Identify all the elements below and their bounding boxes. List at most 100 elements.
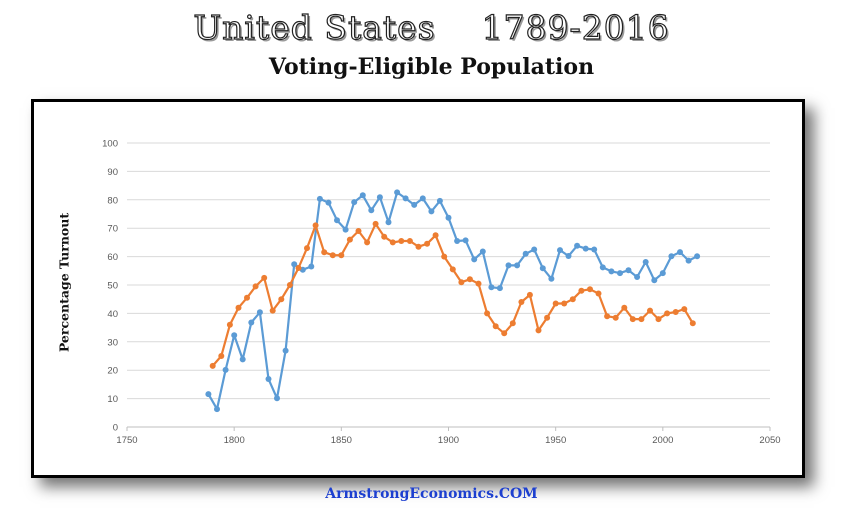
series-1-point (274, 395, 280, 402)
series-2-point (544, 314, 551, 321)
x-tick-label: 1900 (438, 435, 459, 446)
series-2-point (449, 266, 456, 273)
series-2-point (561, 300, 568, 307)
y-axis-label: Percentage Turnout (56, 212, 72, 353)
x-tick-label: 2050 (759, 435, 780, 446)
chart-frame (31, 99, 805, 478)
series-2-point (389, 239, 396, 246)
y-tick-label: 50 (107, 281, 118, 292)
series-2-point (235, 304, 242, 311)
series-2-point (518, 299, 525, 305)
series-1-point (651, 277, 658, 284)
series-2-point (252, 283, 259, 290)
series-2-point (355, 228, 362, 234)
series-1-point (222, 366, 229, 373)
series-2-point (578, 287, 585, 294)
y-tick-label: 70 (107, 224, 118, 235)
series-2-point (261, 274, 268, 281)
y-tick-label: 10 (107, 394, 118, 405)
series-1-point (402, 195, 409, 202)
series-2-point (587, 286, 593, 293)
series-1-point (599, 264, 606, 271)
series-1-point (419, 195, 426, 202)
series-1-point (214, 406, 220, 413)
series-2-point (209, 362, 216, 369)
y-tick-label: 90 (107, 167, 118, 178)
series-2-point (441, 253, 448, 260)
series-1-point (531, 246, 538, 253)
series-2-point (244, 294, 250, 301)
series-2-point (621, 304, 628, 311)
series-1-point (488, 284, 495, 291)
series-2-point (612, 314, 619, 321)
y-tick-label: 80 (107, 195, 118, 206)
series-1 (205, 189, 701, 413)
series-2-point (218, 353, 225, 359)
series-2-point (312, 222, 319, 229)
series-1-point (394, 189, 401, 196)
series-2-point (432, 232, 439, 239)
series-1-point (548, 275, 555, 282)
series-2-point (286, 282, 293, 288)
series-1-point (642, 259, 649, 265)
tick-labels: 0 10 20 30 40 50 60 70 80 90 100 1750 1800 1850 1900 19… (102, 139, 780, 447)
series-2-point (492, 323, 499, 330)
series-1-point (539, 265, 546, 272)
series-2-point (535, 327, 542, 334)
series-1-point (248, 319, 255, 326)
series-1-point (239, 356, 246, 363)
series-1-point (368, 207, 375, 214)
series-2-point (604, 313, 611, 320)
series-2-point (595, 290, 602, 297)
series-1-point (376, 194, 383, 201)
series-2-point (381, 233, 388, 240)
series-1-point (325, 199, 332, 206)
axes (126, 426, 771, 431)
y-tick-label: 100 (102, 139, 118, 150)
series-1-point (496, 285, 503, 292)
series-1-point (471, 256, 478, 263)
y-tick-label: 20 (107, 366, 118, 377)
series-2-point (501, 330, 508, 337)
series-2-point (458, 279, 465, 286)
series-2-point (278, 296, 285, 303)
series-2-point (466, 276, 473, 283)
series-1-point (436, 197, 443, 204)
series-2-point (372, 220, 379, 227)
x-tick-label: 1750 (116, 435, 137, 446)
y-tick-label: 30 (107, 337, 118, 348)
series-1-point (617, 270, 623, 277)
series-1-point (351, 199, 358, 206)
series-2-point (689, 320, 696, 327)
series-2-point (655, 316, 662, 323)
series-1-point (316, 195, 323, 202)
series-1-point (231, 332, 238, 339)
series-1-point (694, 253, 701, 260)
series-1-point (505, 262, 512, 269)
series-1-point (522, 250, 529, 257)
series-1-point (265, 376, 272, 382)
series-1-point (557, 247, 563, 254)
series-1-point (282, 347, 289, 354)
series-2-point (629, 316, 636, 323)
series-1-point (625, 267, 632, 274)
series-2-line (211, 222, 694, 367)
grid-lines (127, 142, 770, 400)
series-1-point (334, 217, 340, 224)
series-2-point (295, 265, 302, 271)
x-tick-label: 1850 (331, 435, 352, 446)
series-2-point (424, 240, 431, 247)
series-2-point (226, 321, 233, 328)
page-title: United States 1789-2016 (193, 7, 670, 47)
series-1-point (514, 262, 521, 269)
series-2-point (415, 243, 422, 250)
series-1-point (385, 219, 392, 226)
series-1-point (445, 214, 452, 221)
series-1-point (205, 391, 212, 398)
series-1-point (608, 268, 615, 275)
series-2-point (338, 252, 345, 259)
x-tick-label: 1950 (545, 435, 566, 446)
series-2-point (484, 310, 491, 317)
x-tick-label: 2000 (652, 435, 673, 446)
